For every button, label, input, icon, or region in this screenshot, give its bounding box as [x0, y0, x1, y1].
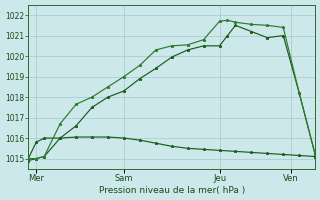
- X-axis label: Pression niveau de la mer( hPa ): Pression niveau de la mer( hPa ): [99, 186, 245, 195]
